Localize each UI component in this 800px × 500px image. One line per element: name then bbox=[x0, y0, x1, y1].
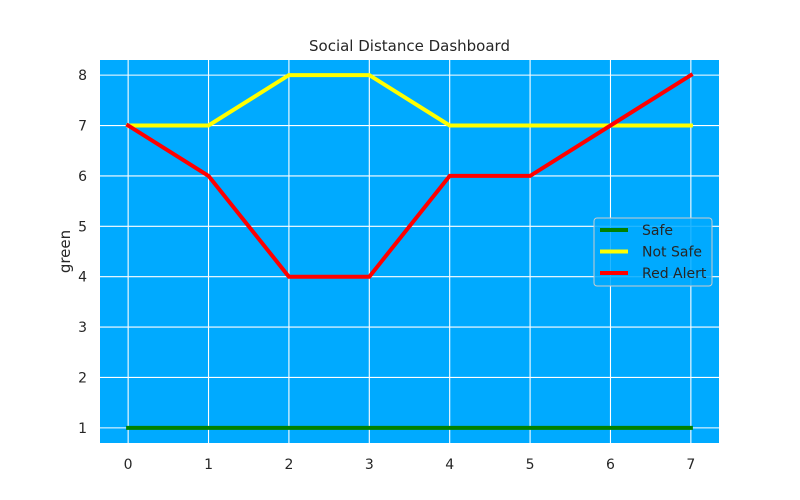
x-tick-label: 5 bbox=[526, 457, 535, 473]
x-tick-label: 3 bbox=[365, 457, 374, 473]
series-line bbox=[125, 72, 694, 279]
y-tick-label: 3 bbox=[78, 320, 87, 336]
x-tick-label: 1 bbox=[204, 457, 213, 473]
x-tick-label: 7 bbox=[686, 457, 695, 473]
y-tick-label: 1 bbox=[78, 421, 87, 437]
y-axis-ticks: 1 2 3 4 5 6 7 8 bbox=[78, 68, 87, 437]
legend-label: Not Safe bbox=[642, 245, 702, 261]
x-tick-label: 0 bbox=[124, 457, 133, 473]
y-tick-label: 7 bbox=[78, 119, 87, 135]
y-tick-label: 8 bbox=[78, 68, 87, 84]
x-tick-label: 6 bbox=[606, 457, 615, 473]
legend: Safe Not Safe Red Alert bbox=[593, 217, 713, 287]
legend-label: Red Alert bbox=[642, 266, 707, 282]
y-tick-label: 2 bbox=[78, 370, 87, 386]
y-tick-label: 5 bbox=[78, 219, 87, 235]
x-tick-label: 4 bbox=[445, 457, 454, 473]
y-tick-label: 6 bbox=[78, 169, 87, 185]
x-tick-label: 2 bbox=[284, 457, 293, 473]
legend-box bbox=[593, 217, 713, 287]
y-tick-label: 4 bbox=[78, 270, 87, 286]
series-line bbox=[126, 73, 693, 128]
legend-label: Safe bbox=[642, 223, 673, 239]
x-axis-ticks: 0 1 2 3 4 5 6 7 bbox=[124, 457, 696, 473]
y-axis-label: green bbox=[56, 230, 74, 273]
chart-title: Social Distance Dashboard bbox=[309, 37, 510, 55]
series-lines bbox=[125, 72, 694, 430]
